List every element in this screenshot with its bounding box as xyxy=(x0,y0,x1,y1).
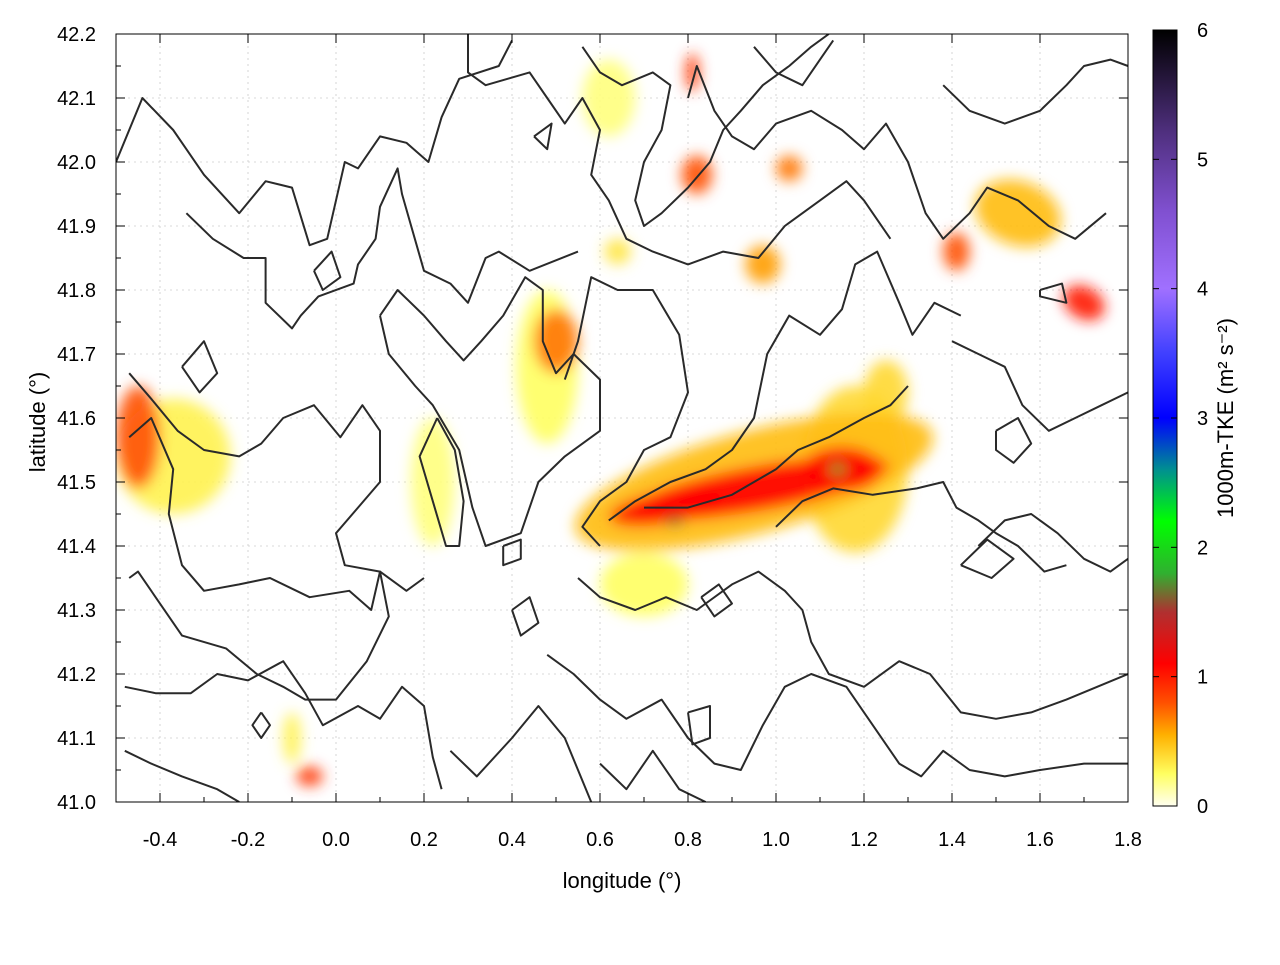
colorbar-tick-label: 6 xyxy=(1197,20,1208,42)
contour-line xyxy=(128,417,390,701)
y-tick-label: 41.9 xyxy=(57,216,96,238)
contour-line xyxy=(700,583,733,618)
x-tick-label: 0.6 xyxy=(586,829,614,851)
tke-region xyxy=(828,464,847,475)
contour-line xyxy=(251,711,271,739)
contour-line xyxy=(181,340,219,394)
y-axis-ticks: 41.0 41.1 41.2 41.3 41.4 41.5 41.6 41.7 41.8 41.9… xyxy=(57,24,1128,814)
contour-line xyxy=(563,276,689,547)
contour-line xyxy=(511,596,540,637)
y-tick-label: 41.4 xyxy=(57,536,96,558)
colorbar-tick-label: 1 xyxy=(1197,667,1208,689)
colorbar-tick-label: 2 xyxy=(1197,537,1208,559)
colorbar-title: 1000m-TKE (m² s⁻²) xyxy=(1213,318,1238,518)
colorbar-tick-label: 4 xyxy=(1197,279,1208,301)
y-tick-label: 41.0 xyxy=(57,792,96,814)
tke-region xyxy=(283,712,301,764)
x-tick-label: -0.4 xyxy=(143,829,177,851)
contour-line xyxy=(581,34,830,227)
colorbar-ticks: 0 1 2 3 4 5 6 xyxy=(1153,20,1208,818)
x-tick-label: 0.4 xyxy=(498,829,526,851)
colorbar-tick-label: 0 xyxy=(1197,796,1208,818)
tke-region xyxy=(604,238,631,265)
x-tick-label: 1.0 xyxy=(762,829,790,851)
x-tick-label: 1.6 xyxy=(1026,829,1054,851)
tke-region xyxy=(745,245,781,284)
contour-line xyxy=(644,385,909,509)
contour-line xyxy=(124,749,240,802)
y-tick-label: 42.2 xyxy=(57,24,96,46)
y-tick-label: 41.3 xyxy=(57,600,96,622)
tke-region xyxy=(943,232,970,271)
y-tick-label: 41.7 xyxy=(57,344,96,366)
contour-line xyxy=(960,538,1015,579)
contour-line xyxy=(753,39,835,87)
contour-line xyxy=(116,39,513,247)
contour-line xyxy=(379,276,601,547)
tke-region xyxy=(776,155,803,182)
x-tick-label: 1.4 xyxy=(938,829,966,851)
tke-region xyxy=(534,309,578,374)
contour-line xyxy=(533,122,553,151)
terrain-contours xyxy=(116,34,1128,802)
contour-line xyxy=(577,570,1128,720)
tke-region xyxy=(582,59,636,137)
contour-line xyxy=(687,705,711,746)
contour-line xyxy=(951,340,1128,432)
y-tick-label: 41.6 xyxy=(57,408,96,430)
x-tick-label: -0.2 xyxy=(231,829,265,851)
contour-line xyxy=(1039,282,1068,304)
y-tick-label: 41.1 xyxy=(57,728,96,750)
y-tick-label: 41.2 xyxy=(57,664,96,686)
tke-region xyxy=(685,53,700,92)
x-tick-label: 1.2 xyxy=(850,829,878,851)
contour-line xyxy=(124,660,443,790)
tke-region xyxy=(600,552,688,617)
x-tick-label: 0.8 xyxy=(674,829,702,851)
tke-region xyxy=(681,155,713,194)
contour-line xyxy=(185,167,579,330)
x-tick-label: 0.0 xyxy=(322,829,350,851)
x-tick-label: 1.8 xyxy=(1114,829,1142,851)
contour-line xyxy=(546,653,1128,778)
contour-line xyxy=(775,481,1067,573)
y-tick-label: 42.0 xyxy=(57,152,96,174)
tke-region xyxy=(975,179,1061,247)
tke-region xyxy=(1063,285,1105,321)
colorbar-tick-label: 5 xyxy=(1197,149,1208,171)
contour-line xyxy=(687,65,1107,240)
contour-line xyxy=(977,513,1128,573)
tke-region xyxy=(296,766,323,787)
contour-line xyxy=(449,705,593,802)
contour-line xyxy=(502,538,522,567)
contour-line xyxy=(608,250,962,522)
colorbar-tick-label: 3 xyxy=(1197,408,1208,430)
tke-region xyxy=(666,515,684,526)
x-tick-label: 0.2 xyxy=(410,829,438,851)
contour-line xyxy=(128,372,425,592)
contour-line xyxy=(418,417,465,547)
contour-line xyxy=(467,34,892,266)
contour-line xyxy=(313,250,342,291)
contour-line xyxy=(995,417,1033,464)
y-tick-label: 41.5 xyxy=(57,472,96,494)
y-axis-title: latitude (°) xyxy=(25,372,50,473)
contour-line xyxy=(942,58,1128,125)
tke-region xyxy=(116,386,160,489)
x-axis-ticks: -0.4 -0.2 0.0 0.2 0.4 0.6 0.8 1.0 1.2 1.4 1.6 1.8 xyxy=(115,34,1142,851)
y-tick-label: 41.8 xyxy=(57,280,96,302)
y-tick-label: 42.1 xyxy=(57,88,96,110)
x-axis-title: longitude (°) xyxy=(563,868,682,893)
